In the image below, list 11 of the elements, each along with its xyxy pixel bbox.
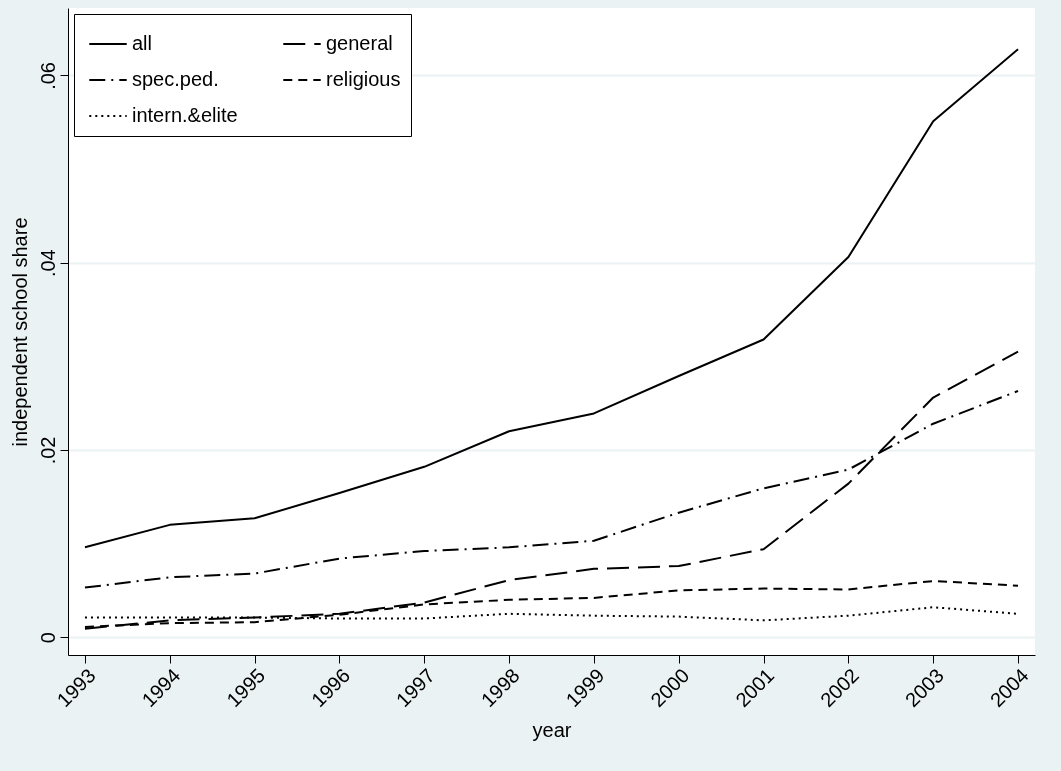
legend-label: religious (326, 68, 401, 90)
y-tick-label: .02 (36, 436, 59, 465)
y-axis-title: independent school share (8, 217, 31, 447)
legend-label: general (326, 32, 393, 54)
legend-label: spec.ped. (132, 68, 219, 90)
legend-label: intern.&elite (132, 104, 238, 126)
y-tick-label: .06 (36, 62, 59, 90)
legend-label: all (132, 32, 153, 54)
x-axis-title: year (532, 719, 572, 742)
y-tick-label: 0 (36, 632, 59, 644)
y-tick-label: .04 (36, 249, 59, 278)
